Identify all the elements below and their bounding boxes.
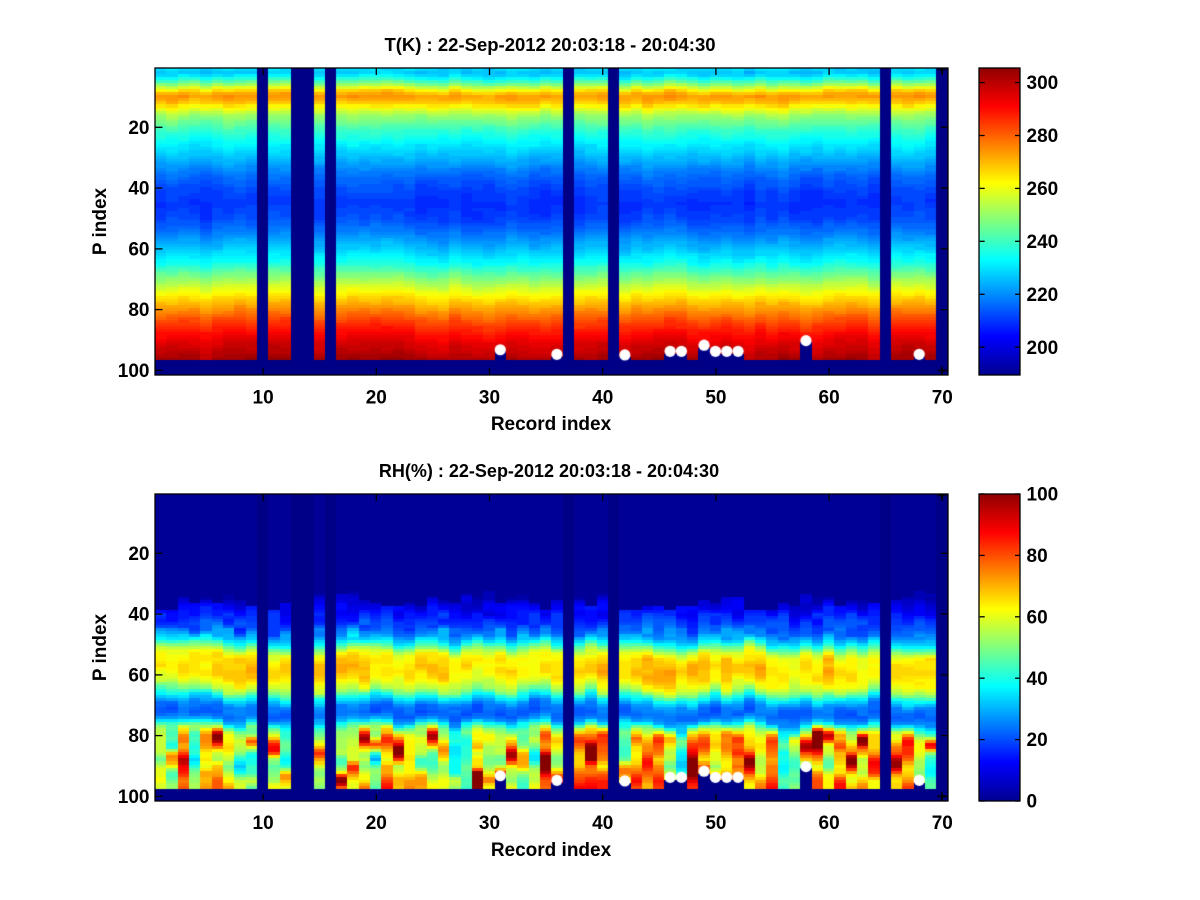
svg-text:100: 100 [118,787,150,808]
svg-text:60: 60 [819,813,840,834]
svg-text:40: 40 [592,388,613,409]
svg-text:80: 80 [128,726,149,747]
svg-text:20: 20 [366,813,387,834]
svg-text:20: 20 [366,388,387,409]
svg-text:P index: P index [90,613,111,681]
svg-text:60: 60 [819,388,840,409]
svg-text:20: 20 [1027,730,1048,751]
svg-text:40: 40 [1027,669,1048,690]
svg-text:50: 50 [705,813,726,834]
svg-text:100: 100 [1027,485,1059,506]
svg-text:280: 280 [1027,126,1059,147]
svg-text:T(K) : 22-Sep-2012 20:03:18 -: T(K) : 22-Sep-2012 20:03:18 - 20:04:30 [384,34,715,55]
svg-text:0: 0 [1027,792,1038,813]
svg-text:80: 80 [1027,546,1048,567]
svg-text:300: 300 [1027,73,1059,94]
svg-text:70: 70 [932,813,953,834]
svg-text:200: 200 [1027,338,1059,359]
svg-text:240: 240 [1027,232,1059,253]
svg-text:P index: P index [90,187,111,255]
svg-text:40: 40 [128,605,149,626]
svg-text:20: 20 [128,544,149,565]
svg-text:10: 10 [253,388,274,409]
svg-text:30: 30 [479,813,500,834]
svg-text:40: 40 [128,179,149,200]
svg-text:50: 50 [705,388,726,409]
svg-text:RH(%) : 22-Sep-2012 20:03:18 -: RH(%) : 22-Sep-2012 20:03:18 - 20:04:30 [379,461,719,481]
svg-text:80: 80 [128,300,149,321]
svg-text:60: 60 [128,240,149,261]
svg-text:220: 220 [1027,285,1059,306]
svg-text:Record index: Record index [491,840,612,861]
svg-text:30: 30 [479,388,500,409]
svg-text:100: 100 [118,361,150,382]
svg-text:60: 60 [1027,607,1048,628]
svg-text:60: 60 [128,666,149,687]
svg-text:40: 40 [592,813,613,834]
svg-text:70: 70 [932,388,953,409]
svg-text:Record index: Record index [491,414,612,435]
svg-text:20: 20 [128,118,149,139]
svg-text:260: 260 [1027,179,1059,200]
svg-text:10: 10 [253,813,274,834]
